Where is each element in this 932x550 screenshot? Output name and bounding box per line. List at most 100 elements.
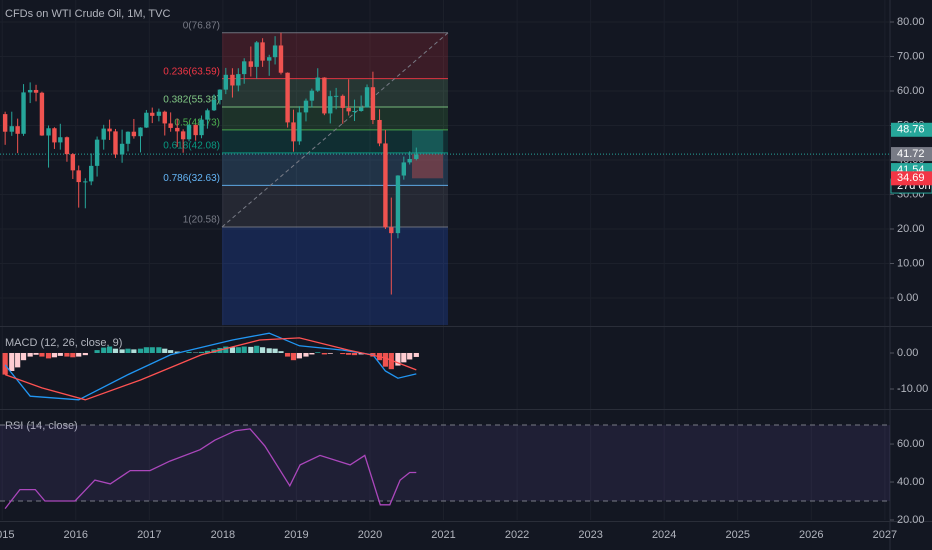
macd-histogram-bar [235,347,241,353]
macd-histogram-bar [278,351,284,353]
x-tick-label: 2021 [431,529,455,541]
candle-body [94,139,100,166]
x-tick-label: 2016 [64,529,88,541]
candle-body [211,99,217,111]
macd-histogram-bar [174,351,180,353]
candle-body [180,131,186,140]
y-tick-label: 10.00 [897,257,925,269]
candle-body [389,227,394,234]
candle-body [199,119,204,136]
price-tag [891,147,932,162]
candle-body [2,114,8,132]
macd-histogram-bar [340,352,346,355]
candle-body [33,89,39,93]
y-tick-label: 70.00 [897,50,925,62]
candle-body [175,127,180,132]
y-tick-label: -10.00 [897,383,928,395]
price-tag-label: 41.72 [897,148,925,160]
x-tick-label: 2017 [137,529,161,541]
price-tag [891,122,932,137]
macd-histogram-bar [241,346,247,353]
x-tick-label: 2026 [799,529,823,541]
candle-body [150,112,155,116]
macd-histogram-bar [351,352,358,356]
candle-body [144,112,149,128]
x-tick-label: 2018 [211,529,235,541]
candle-body [322,77,327,114]
candle-body [89,165,94,182]
candle-body [364,87,370,108]
chart-title: CFDs on WTI Crude Oil, 1M, TVC [5,8,170,20]
macd-histogram-bar [94,350,100,353]
macd-histogram-bar [149,347,155,353]
candle-body [340,95,345,108]
fib-zone [222,78,448,107]
candle-body [223,74,229,90]
candle-body [236,74,241,86]
macd-histogram-bar [168,350,174,353]
candle-body [58,137,63,143]
x-tick-label: 2019 [284,529,308,541]
macd-histogram-bar [358,352,364,355]
macd-histogram-bar [64,352,70,357]
macd-line [4,332,417,401]
candle-body [248,61,254,67]
macd-histogram-bar [156,347,162,353]
macd-histogram-bar [296,352,302,359]
price-tag-label: 48.76 [897,124,925,136]
candle-body [107,128,112,132]
candle-body [278,45,284,73]
macd-histogram-bar [106,346,113,353]
macd-histogram-bar [321,352,327,355]
candle-body [352,111,357,113]
macd-histogram-bar [254,345,260,353]
trend-line [221,32,449,228]
macd-histogram-bar [9,352,15,371]
macd-histogram-bar [82,352,88,356]
x-tick-label: 2020 [358,529,382,541]
x-tick-label: 2024 [652,529,676,541]
fib-zone [222,129,448,153]
candle-body [113,131,118,155]
macd-histogram-bar [143,347,149,353]
candle-body [395,175,401,234]
candle-body [217,89,223,100]
candle-body [70,154,76,171]
y-tick-label: 20.00 [897,514,925,526]
macd-histogram-bar [346,352,352,355]
candle-body [346,107,351,112]
candle-body [156,111,162,116]
y-tick-label: 40.00 [897,476,925,488]
candle-body [21,92,26,134]
candle-body [193,124,198,136]
macd-histogram-bar [137,348,144,353]
macd-title: MACD (12, 26, close, 9) [5,337,122,349]
candle-body [83,181,88,183]
fib-label: 0.236(63.59) [163,66,220,77]
macd-histogram-bar [57,352,63,356]
candle-body [119,143,125,155]
candle-body [260,42,265,61]
x-tick-label: 2027 [873,529,897,541]
macd-histogram-bar [388,352,394,370]
candle-body [162,111,167,124]
macd-histogram-bar [395,352,401,366]
candle-body [52,128,57,143]
macd-histogram-bar [382,352,389,367]
candle-body [377,119,382,144]
candle-body [414,154,419,159]
position-target [412,129,443,155]
candle-body [15,126,20,134]
fib-zone [222,152,448,186]
x-tick-label: 2025 [726,529,750,541]
y-tick-label: 0.00 [897,347,918,359]
macd-histogram-bar [112,348,119,353]
fib-extension [222,226,448,325]
y-tick-label: 0.00 [897,292,918,304]
macd-histogram-bar [70,352,76,358]
macd-histogram-bar [76,352,82,357]
macd-histogram-bar [33,352,39,355]
candle-body [101,128,106,140]
macd-histogram-bar [309,352,315,355]
candle-body [254,42,259,67]
